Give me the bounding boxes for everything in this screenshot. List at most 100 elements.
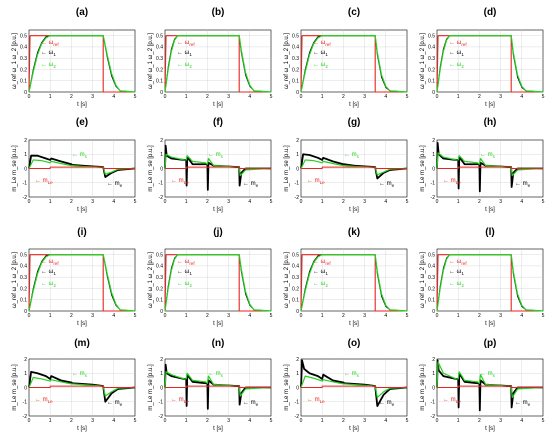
y-tick-label: 1: [296, 152, 299, 158]
legend-label: ← mLe: [443, 397, 461, 404]
y-tick-label: 0: [24, 166, 27, 172]
x-tick-label: 5: [134, 94, 137, 100]
plot-area: [300, 248, 408, 312]
x-tick-label: 2: [206, 313, 209, 319]
x-tick-label: 1: [49, 199, 52, 205]
legend-label: ← ω2: [449, 281, 464, 288]
x-tick-label: 1: [185, 94, 188, 100]
legend-label: ← mLe: [35, 178, 53, 185]
y-axis-label: m_Le m_se [p.u.]: [148, 145, 154, 192]
x-tick-label: 4: [248, 94, 251, 100]
legend-label: ← mLe: [307, 178, 325, 185]
y-tick-label: 0.1: [156, 298, 163, 304]
y-tick-label: -2: [295, 414, 300, 420]
x-tick-label: 0: [300, 418, 303, 424]
series-line: [28, 254, 136, 312]
x-tick-label: 0: [164, 94, 167, 100]
x-tick-label: 5: [406, 313, 409, 319]
panel-title: (c): [348, 7, 360, 18]
legend-label: ← me: [515, 181, 531, 188]
x-axis-label: t [s]: [485, 426, 495, 432]
y-tick-label: 2: [160, 357, 163, 363]
x-tick-label: 3: [91, 94, 94, 100]
x-axis-label: t [s]: [77, 426, 87, 432]
y-tick-label: -1: [431, 400, 436, 406]
x-tick-label: 3: [91, 313, 94, 319]
x-tick-label: 3: [363, 313, 366, 319]
x-axis-label: t [s]: [77, 102, 87, 108]
x-axis-label: t [s]: [349, 321, 359, 327]
y-tick-label: 0.4: [20, 264, 27, 270]
plot-area: [164, 29, 272, 93]
y-tick-label: 2: [160, 138, 163, 144]
series-line: [164, 254, 272, 312]
x-tick-label: 0: [300, 313, 303, 319]
y-tick-label: 0.2: [428, 286, 435, 292]
y-tick-label: 0.5: [428, 252, 435, 258]
series-line: [300, 159, 408, 176]
x-tick-label: 0: [28, 94, 31, 100]
y-axis-label: m_Le m_se [p.u.]: [148, 364, 154, 411]
y-axis-label: ω_ref ω_1 ω_2 [p.u.]: [284, 33, 290, 89]
y-tick-label: 0: [296, 90, 299, 96]
x-tick-label: 2: [342, 199, 345, 205]
legend-label: ← ms: [208, 152, 224, 159]
y-tick-label: 0.4: [20, 45, 27, 51]
y-tick-label: 1: [432, 371, 435, 377]
y-tick-label: 0.5: [156, 252, 163, 258]
y-tick-label: 0.5: [428, 33, 435, 39]
y-tick-label: 0: [432, 385, 435, 391]
y-tick-label: 0.5: [292, 33, 299, 39]
x-axis-label: t [s]: [349, 426, 359, 432]
x-tick-label: 3: [227, 199, 230, 205]
x-axis-label: t [s]: [213, 426, 223, 432]
panel-title: (e): [76, 117, 88, 128]
y-tick-label: 0: [160, 90, 163, 96]
legend-label: ← mLe: [171, 178, 189, 185]
legend-label: ← ωref: [313, 259, 331, 266]
x-tick-label: 3: [363, 94, 366, 100]
series-line: [436, 254, 544, 312]
plot-area: [436, 29, 544, 93]
legend-label: ← mLe: [35, 397, 53, 404]
legend-label: ← ms: [344, 152, 360, 159]
series-line: [300, 153, 408, 180]
legend-label: ← ω1: [449, 50, 464, 57]
panel-title: (h): [484, 117, 497, 128]
x-tick-label: 2: [478, 313, 481, 319]
panel-p: (p) 0 1 2 3 4 5 -2 -1 0 1 2 t [s] m_Le m_se [p.u.] ← m…: [420, 338, 545, 432]
y-tick-label: -1: [23, 400, 28, 406]
x-tick-label: 3: [499, 94, 502, 100]
legend-label: ← mLe: [307, 397, 325, 404]
x-tick-label: 0: [436, 418, 439, 424]
x-tick-label: 0: [436, 313, 439, 319]
y-tick-label: 2: [296, 138, 299, 144]
y-tick-label: 0.1: [156, 79, 163, 85]
legend-label: ← mLe: [171, 397, 189, 404]
x-tick-label: 5: [270, 199, 273, 205]
x-tick-label: 1: [457, 313, 460, 319]
series-line: [437, 166, 543, 169]
y-axis-label: ω_ref ω_1 ω_2 [p.u.]: [420, 33, 426, 89]
series-line: [28, 159, 136, 175]
y-tick-label: -1: [431, 181, 436, 187]
panel-h: (h) 0 1 2 3 4 5 -2 -1 0 1 2 t [s] m_Le m_se [p.u.] ← m…: [420, 117, 545, 213]
y-tick-label: 0.5: [156, 33, 163, 39]
panel-title: (d): [484, 7, 497, 18]
y-axis-label: m_Le m_se [p.u.]: [420, 145, 426, 192]
y-tick-label: 0.2: [428, 67, 435, 73]
y-tick-label: 1: [24, 371, 27, 377]
x-tick-label: 1: [457, 199, 460, 205]
x-axis-label: t [s]: [349, 102, 359, 108]
x-axis-label: t [s]: [77, 321, 87, 327]
plot-area: [164, 248, 272, 312]
x-tick-label: 4: [112, 313, 115, 319]
panel-title: (i): [77, 227, 86, 238]
y-tick-label: 0: [296, 385, 299, 391]
x-tick-label: 0: [164, 199, 167, 205]
y-tick-label: 1: [160, 152, 163, 158]
panel-title: (f): [213, 117, 223, 128]
x-tick-label: 3: [227, 313, 230, 319]
legend-label: ← me: [243, 400, 259, 407]
x-tick-label: 1: [457, 418, 460, 424]
